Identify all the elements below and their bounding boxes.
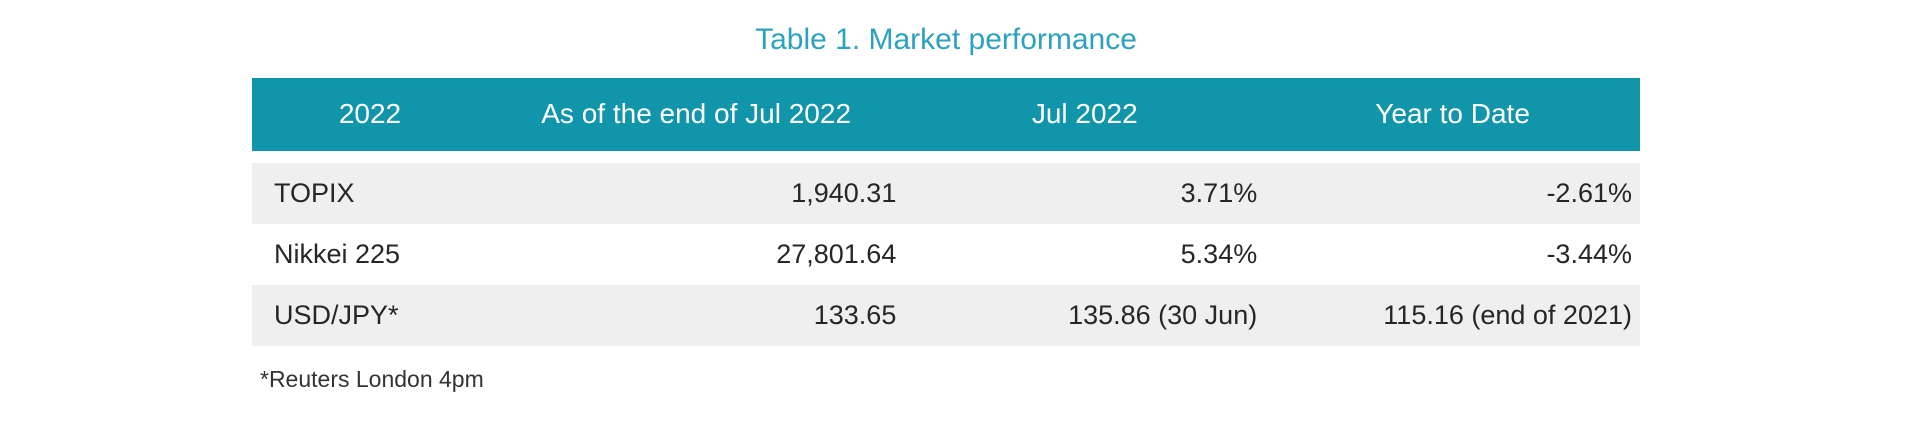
table-header: 2022 As of the end of Jul 2022 Jul 2022 … xyxy=(252,78,1640,163)
table-row-usd-jpy: USD/JPY* 133.65 135.86 (30 Jun) 115.16 (… xyxy=(252,285,1640,346)
header-label: 2022 xyxy=(338,98,402,130)
header-label: As of the end of Jul 2022 xyxy=(541,98,852,130)
cell-year-to-date-value: -3.44% xyxy=(1546,239,1632,269)
row-label: Nikkei 225 xyxy=(274,239,401,269)
header-cell-2022: 2022 xyxy=(252,78,488,163)
header-cell-as-of-end-of-jul: As of the end of Jul 2022 xyxy=(487,78,905,163)
table-title: Table 1. Market performance xyxy=(755,23,1137,56)
cell-end-of-jul-value: 1,940.31 xyxy=(791,178,897,208)
market-performance-table: 2022 As of the end of Jul 2022 Jul 2022 … xyxy=(252,78,1640,346)
cell-jul-2022-value: 135.86 (30 Jun) xyxy=(1068,300,1258,330)
header-cell-jul-2022: Jul 2022 xyxy=(904,78,1266,163)
cell-year-to-date-value: 115.16 (end of 2021) xyxy=(1383,300,1632,330)
cell-year-to-date-value: -2.61% xyxy=(1546,178,1632,208)
header-label: Year to Date xyxy=(1375,98,1530,130)
cell-jul-2022-value: 3.71% xyxy=(1180,178,1258,208)
header-label: Jul 2022 xyxy=(1031,98,1138,130)
cell-end-of-jul-value: 27,801.64 xyxy=(776,239,897,269)
table-row-topix: TOPIX 1,940.31 3.71% -2.61% xyxy=(252,157,1640,224)
cell-jul-2022-value: 5.34% xyxy=(1180,239,1258,269)
cell-end-of-jul-value: 133.65 xyxy=(813,300,897,330)
table-body: TOPIX 1,940.31 3.71% -2.61% Nikkei 225 2… xyxy=(252,157,1640,346)
header-row: 2022 As of the end of Jul 2022 Jul 2022 … xyxy=(252,78,1640,163)
header-cell-year-to-date: Year to Date xyxy=(1265,78,1640,163)
footnote: *Reuters London 4pm xyxy=(260,366,484,392)
row-label: TOPIX xyxy=(274,178,355,208)
row-label: USD/JPY* xyxy=(274,300,399,330)
market-performance-figure: Table 1. Market performance 2022 As of t… xyxy=(252,0,1640,393)
table-row-nikkei-225: Nikkei 225 27,801.64 5.34% -3.44% xyxy=(252,224,1640,285)
